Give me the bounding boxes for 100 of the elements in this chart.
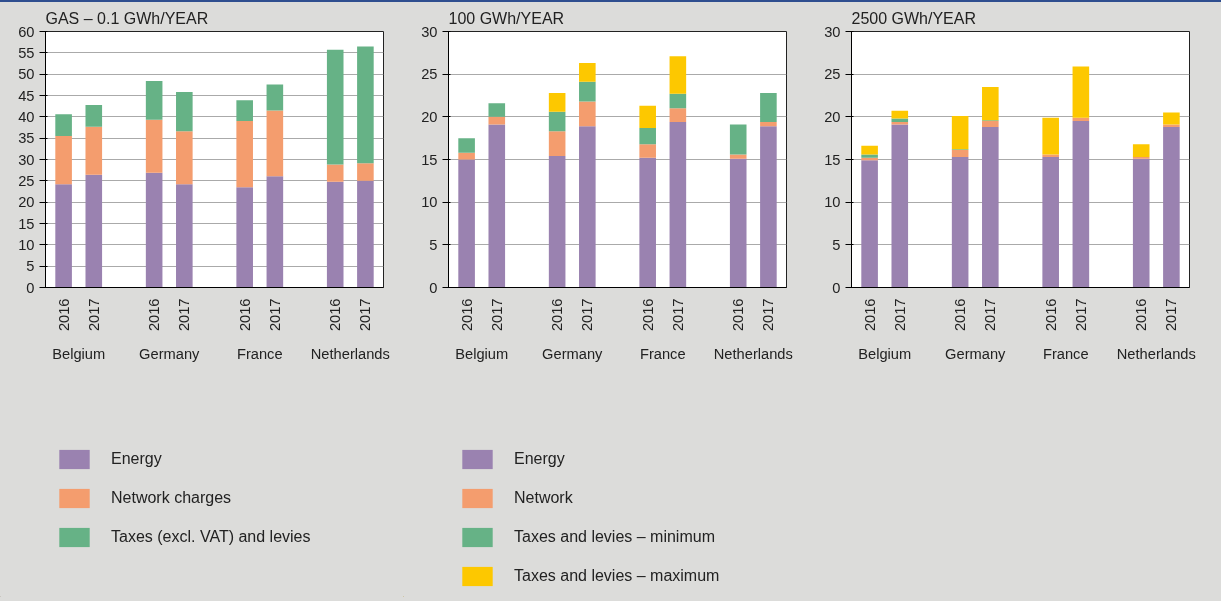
bar <box>1072 121 1090 288</box>
y-tick-label: 30 <box>18 151 35 168</box>
x-tick-label: 2017 <box>266 298 283 332</box>
text: Germany <box>139 345 201 362</box>
bar <box>266 110 284 177</box>
x-tick-label: 2017 <box>982 298 999 332</box>
bar <box>458 152 475 160</box>
text: France <box>639 345 686 362</box>
bar <box>1163 112 1180 125</box>
y-tick-label: 25 <box>18 172 35 189</box>
chart-title: 2500 GWh/YEAR <box>851 9 976 27</box>
x-tick-label: 2017 <box>760 298 777 332</box>
y-tick-label: 15 <box>824 151 841 168</box>
x-tick-label: 2017 <box>176 298 193 332</box>
bar <box>548 111 566 132</box>
text: Netherlands <box>713 345 793 362</box>
bar <box>669 108 687 122</box>
bar <box>669 56 687 94</box>
bar <box>729 158 747 288</box>
bar <box>145 172 163 288</box>
bar <box>326 164 344 182</box>
bar <box>1042 156 1059 288</box>
text: Netherlands <box>1116 345 1196 362</box>
x-tick-label: 2017 <box>1072 298 1089 332</box>
bar <box>458 138 475 153</box>
bar <box>176 131 193 185</box>
bar <box>357 46 374 164</box>
y-tick-label: 60 <box>18 23 35 40</box>
x-tick-label: 2016 <box>639 298 656 332</box>
x-tick-label: 2016 <box>549 298 566 332</box>
bar <box>326 181 344 288</box>
bar <box>236 187 253 288</box>
x-tick-label: 2017 <box>357 298 374 332</box>
bar <box>548 156 566 288</box>
bar <box>639 157 656 288</box>
y-tick-label: 25 <box>824 66 841 83</box>
bar <box>55 114 72 137</box>
bar <box>1042 154 1059 157</box>
bar <box>579 101 596 127</box>
bar <box>760 126 777 288</box>
y-tick-label: 5 <box>832 236 841 253</box>
bar <box>548 92 566 112</box>
chart-title: GAS – 0.1 GWh/YEAR <box>45 9 209 27</box>
legend-label: Network charges <box>111 489 232 507</box>
x-tick-label: 2017 <box>1163 298 1180 332</box>
bar <box>1132 144 1150 157</box>
bar <box>55 184 72 288</box>
bar <box>861 145 878 155</box>
bar <box>760 92 777 122</box>
chart-title: 100 GWh/YEAR <box>448 9 565 27</box>
text: France <box>236 345 283 362</box>
text: Belgium <box>52 345 106 362</box>
y-tick-label: 35 <box>18 130 35 147</box>
x-tick-label: 2016 <box>55 298 72 332</box>
y-tick-label: 10 <box>18 236 35 253</box>
y-tick-label: 20 <box>421 108 438 125</box>
y-tick-label: 5 <box>26 258 35 275</box>
x-tick-label: 2017 <box>579 298 596 332</box>
y-tick-label: 0 <box>429 279 438 296</box>
x-tick-label: 2016 <box>1133 298 1150 332</box>
bar <box>982 127 999 288</box>
bar <box>1042 117 1059 155</box>
bar <box>488 124 506 288</box>
y-tick-label: 30 <box>421 23 438 40</box>
bar <box>85 104 103 127</box>
y-tick-label: 25 <box>421 66 438 83</box>
y-tick-label: 10 <box>421 194 438 211</box>
bar <box>488 116 506 125</box>
text: Germany <box>542 345 604 362</box>
x-tick-label: 2016 <box>458 298 475 332</box>
x-tick-label: 2016 <box>327 298 344 332</box>
text: Netherlands <box>310 345 390 362</box>
bar <box>861 160 878 288</box>
x-tick-label: 2016 <box>730 298 747 332</box>
bar <box>145 119 163 173</box>
bar <box>760 121 777 127</box>
y-tick-label: 20 <box>18 194 35 211</box>
bar <box>982 121 999 128</box>
x-tick-label: 2016 <box>146 298 163 332</box>
x-tick-label: 2017 <box>488 298 505 332</box>
y-tick-label: 0 <box>26 279 35 296</box>
x-tick-label: 2016 <box>1042 298 1059 332</box>
bar <box>145 80 163 120</box>
bar <box>1163 127 1180 288</box>
bar <box>458 159 475 288</box>
x-tick-label: 2017 <box>891 298 908 332</box>
bar <box>729 154 747 159</box>
bar <box>488 103 506 117</box>
legend-label: Taxes (excl. VAT) and levies <box>111 528 311 546</box>
x-tick-label: 2017 <box>669 298 686 332</box>
bar <box>176 184 193 288</box>
legend-label: Taxes and levies – maximum <box>514 567 720 585</box>
x-tick-label: 2017 <box>85 298 102 332</box>
bar <box>357 163 374 181</box>
bar <box>236 100 253 122</box>
bar <box>891 124 909 288</box>
y-tick-label: 45 <box>18 87 35 104</box>
text: France <box>1042 345 1089 362</box>
bar <box>357 180 374 288</box>
y-tick-label: 55 <box>18 44 35 61</box>
